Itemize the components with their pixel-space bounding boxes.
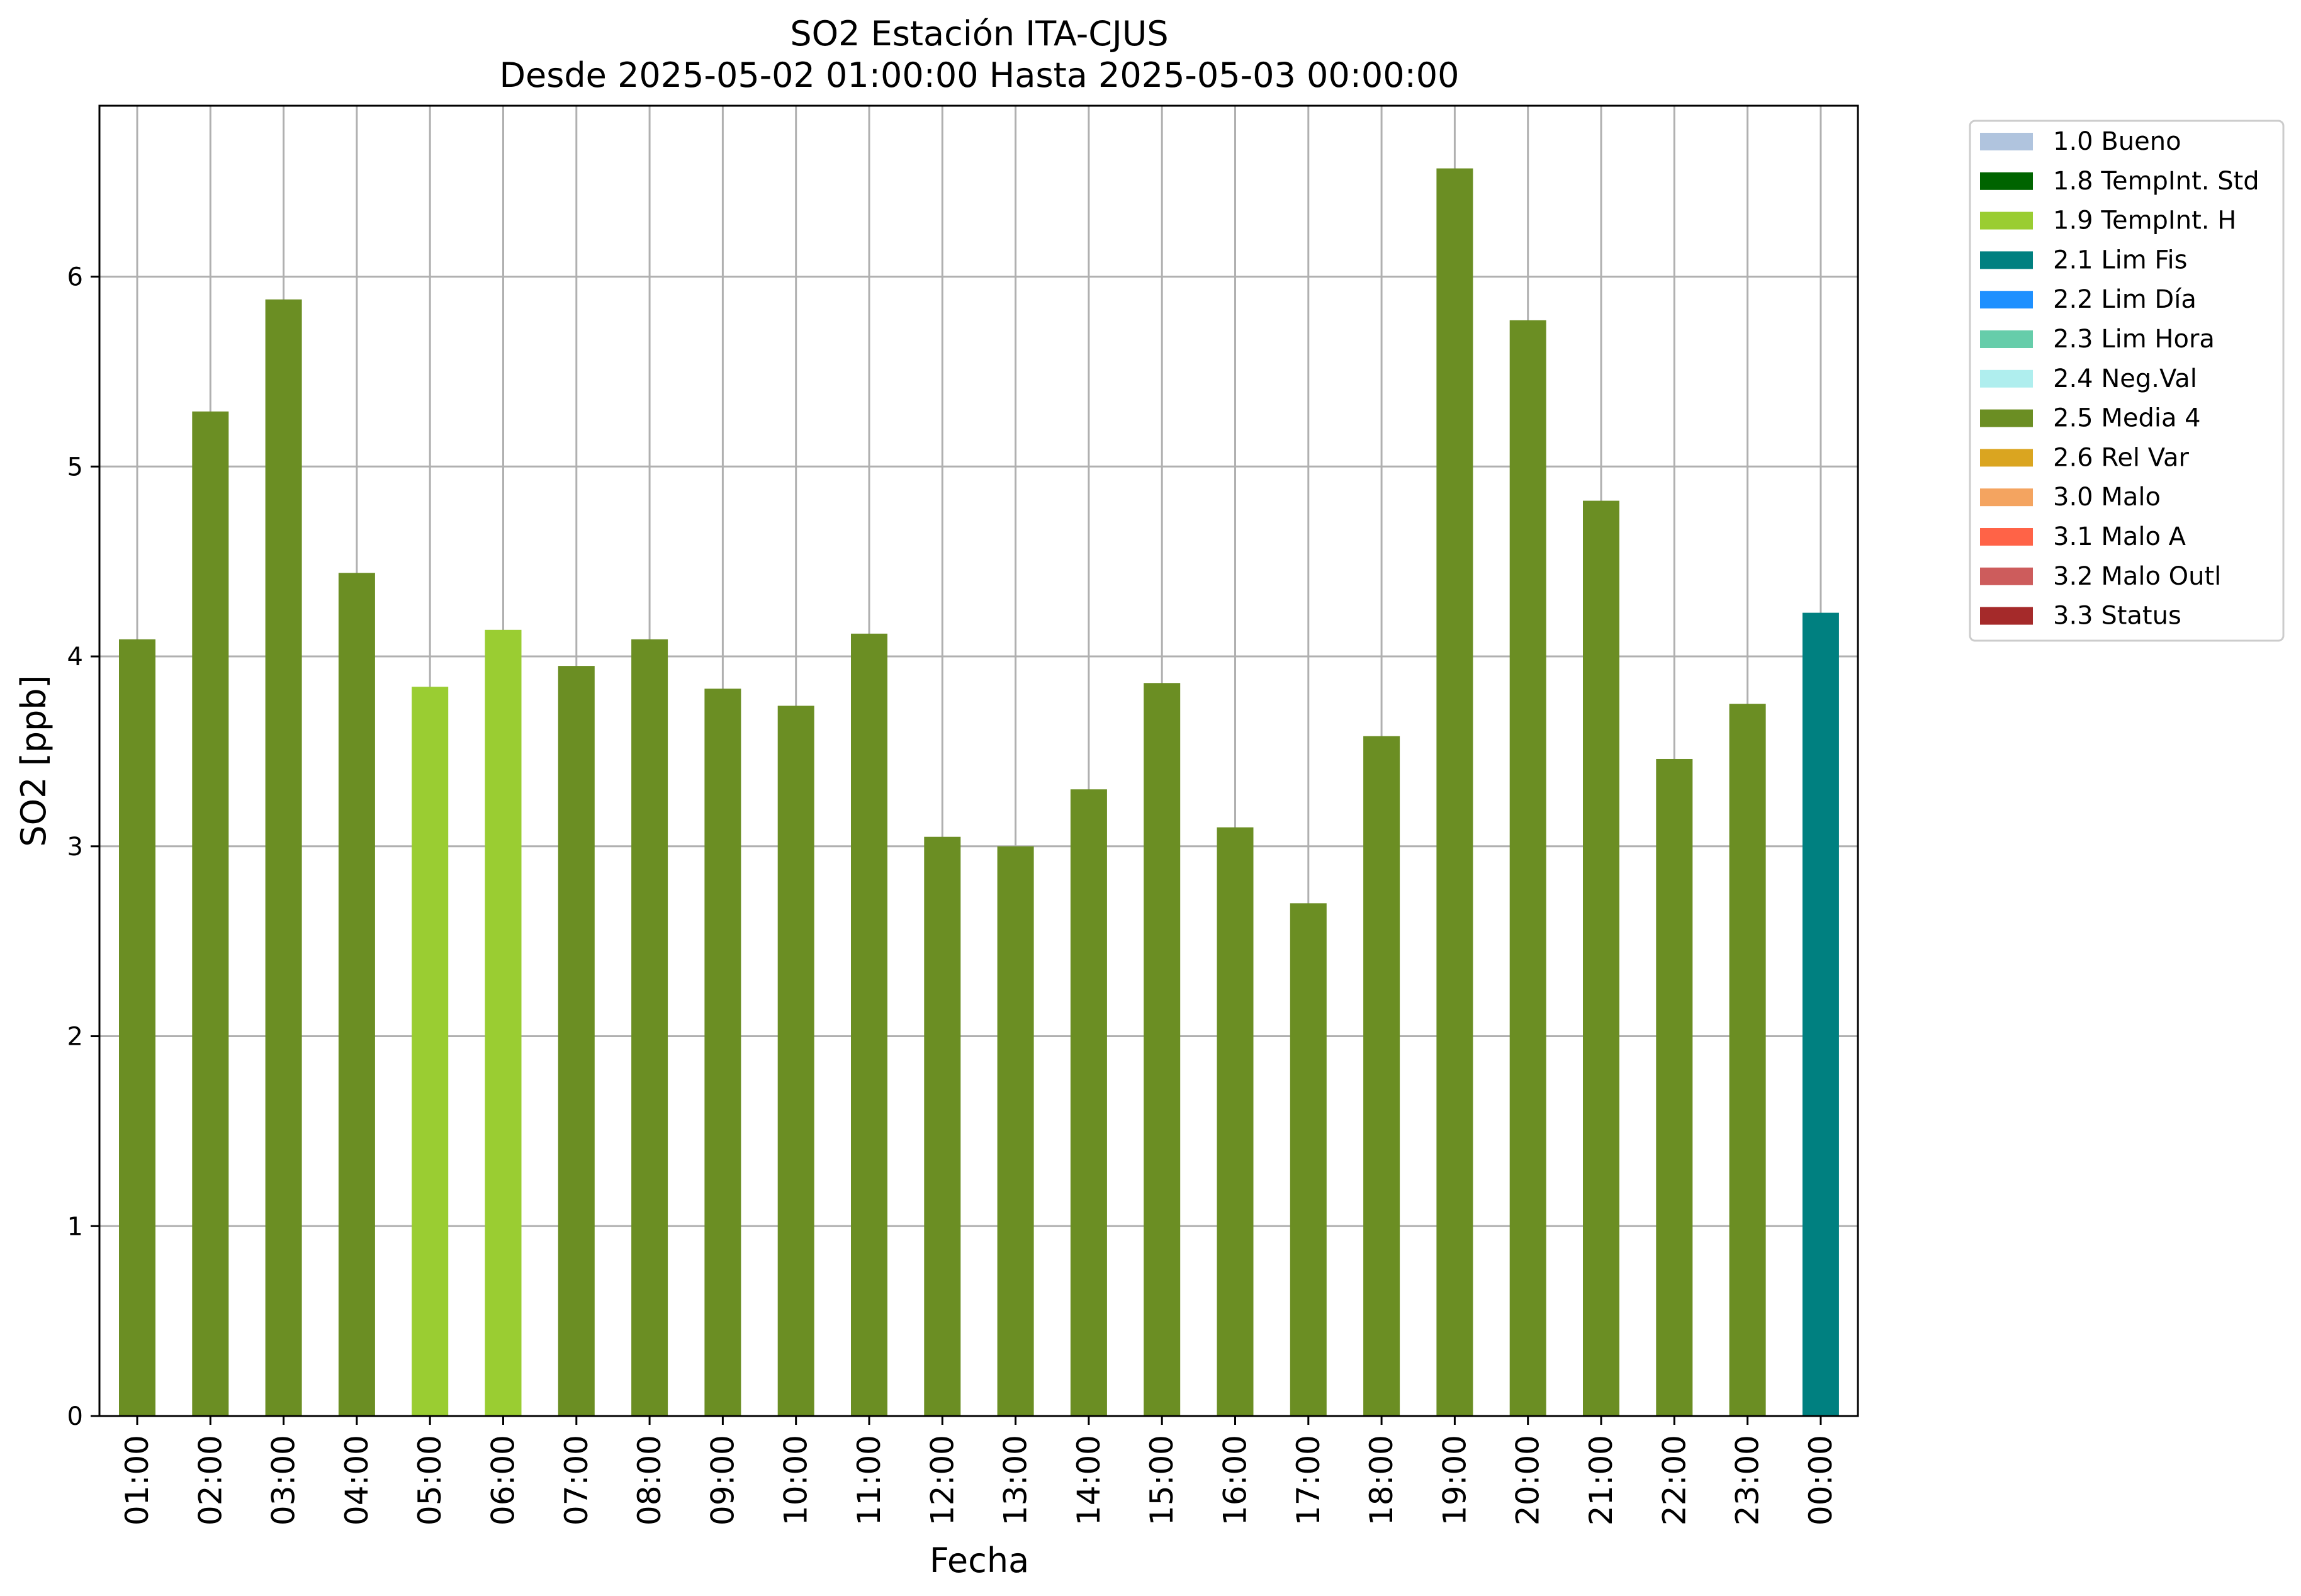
x-tick-label: 13:00 xyxy=(998,1435,1034,1526)
y-tick-label: 1 xyxy=(67,1212,83,1241)
x-tick-label: 02:00 xyxy=(192,1435,228,1526)
bar-13:00 xyxy=(997,846,1034,1416)
legend-swatch xyxy=(1980,488,2033,507)
plot-frame xyxy=(98,104,1859,1417)
bars xyxy=(119,168,1839,1417)
legend-swatch xyxy=(1980,607,2033,625)
x-tick-label: 06:00 xyxy=(485,1435,522,1526)
bar-16:00 xyxy=(1217,827,1254,1416)
legend-swatch xyxy=(1980,330,2033,348)
x-tick-label: 16:00 xyxy=(1217,1435,1254,1526)
x-tick-label: 01:00 xyxy=(119,1435,155,1526)
x-tick-label: 19:00 xyxy=(1436,1435,1473,1526)
legend-swatch xyxy=(1980,567,2033,585)
legend-swatch xyxy=(1980,133,2033,150)
bar-02:00 xyxy=(192,411,229,1416)
x-tick-label: 21:00 xyxy=(1583,1435,1619,1526)
bar-19:00 xyxy=(1436,168,1473,1416)
x-tick-label: 12:00 xyxy=(924,1435,960,1526)
y-tick-label: 6 xyxy=(67,263,83,292)
x-tick-label: 22:00 xyxy=(1656,1435,1692,1526)
bar-20:00 xyxy=(1509,320,1546,1416)
legend-label: 2.6 Rel Var xyxy=(2053,443,2190,472)
x-tick-label: 15:00 xyxy=(1144,1435,1180,1526)
bar-11:00 xyxy=(851,633,887,1417)
bar-09:00 xyxy=(704,688,741,1416)
legend-frame xyxy=(1969,120,2285,642)
y-tick-label: 4 xyxy=(67,643,83,672)
bar-04:00 xyxy=(338,573,375,1416)
y-tick-label: 0 xyxy=(67,1402,83,1431)
x-tick-label: 04:00 xyxy=(339,1435,375,1526)
chart-title: SO2 Estación ITA-CJUS xyxy=(790,14,1168,53)
bar-08:00 xyxy=(631,639,668,1416)
bar-00:00 xyxy=(1802,612,1839,1416)
legend-label: 2.5 Media 4 xyxy=(2053,404,2201,433)
x-tick-label: 09:00 xyxy=(704,1435,741,1526)
chart-subtitle: Desde 2025-05-02 01:00:00 Hasta 2025-05-… xyxy=(499,55,1459,95)
bar-03:00 xyxy=(265,299,302,1416)
y-tick-label: 3 xyxy=(67,833,83,862)
y-tick-label: 2 xyxy=(67,1023,83,1052)
bar-15:00 xyxy=(1144,683,1181,1416)
legend-swatch xyxy=(1980,211,2033,230)
legend-swatch xyxy=(1980,251,2033,269)
x-tick-label: 18:00 xyxy=(1363,1435,1400,1526)
x-tick-label: 03:00 xyxy=(266,1435,302,1526)
x-tick-label: 14:00 xyxy=(1071,1435,1107,1526)
legend-label: 3.3 Status xyxy=(2053,602,2181,631)
legend-label: 2.1 Lim Fis xyxy=(2053,245,2187,274)
legend-swatch xyxy=(1980,172,2033,190)
bar-21:00 xyxy=(1583,500,1619,1416)
bar-22:00 xyxy=(1656,758,1693,1416)
bar-10:00 xyxy=(777,705,814,1416)
bar-14:00 xyxy=(1070,789,1107,1416)
y-ticks: 0 1 2 3 4 5 6 xyxy=(67,263,99,1431)
x-tick-label: 20:00 xyxy=(1510,1435,1546,1526)
bar-18:00 xyxy=(1363,736,1400,1416)
x-tick-label: 07:00 xyxy=(558,1435,595,1526)
legend-label: 2.3 Lim Hora xyxy=(2053,325,2215,354)
bar-05:00 xyxy=(412,687,449,1416)
x-tick-label: 00:00 xyxy=(1803,1435,1839,1526)
legend-label: 2.2 Lim Día xyxy=(2053,285,2197,314)
legend-swatch xyxy=(1980,409,2033,427)
x-tick-label: 05:00 xyxy=(412,1435,448,1526)
legend-label: 3.0 Malo xyxy=(2053,483,2161,512)
legend-label: 1.9 TempInt. H xyxy=(2053,206,2236,235)
x-axis-label: Fecha xyxy=(930,1541,1029,1580)
x-tick-label: 11:00 xyxy=(851,1435,887,1526)
legend-swatch xyxy=(1980,369,2033,388)
legend-swatch xyxy=(1980,449,2033,467)
y-axis-label: SO2 [ppb] xyxy=(14,675,53,846)
bar-23:00 xyxy=(1729,704,1766,1416)
x-tick-label: 08:00 xyxy=(631,1435,668,1526)
x-tick-label: 17:00 xyxy=(1290,1435,1327,1526)
legend: 1.0 Bueno 1.8 TempInt. Std 1.9 TempInt. H 2… xyxy=(1969,120,2285,642)
legend-label: 1.0 Bueno xyxy=(2053,127,2181,156)
bar-01:00 xyxy=(119,639,155,1416)
legend-label: 1.8 TempInt. Std xyxy=(2053,167,2259,196)
legend-label: 3.2 Malo Outl xyxy=(2053,562,2221,591)
bar-06:00 xyxy=(485,629,522,1416)
legend-label: 2.4 Neg.Val xyxy=(2053,364,2197,393)
x-ticks: 01:00 02:00 03:00 04:00 05:00 06:00 07:00 08:00… xyxy=(119,1416,1839,1526)
x-tick-label: 10:00 xyxy=(778,1435,814,1526)
bar-17:00 xyxy=(1290,903,1327,1416)
legend-swatch xyxy=(1980,291,2033,309)
bar-12:00 xyxy=(924,836,961,1416)
legend-label: 3.1 Malo A xyxy=(2053,522,2186,551)
x-tick-label: 23:00 xyxy=(1730,1435,1766,1526)
bar-07:00 xyxy=(558,666,595,1416)
legend-swatch xyxy=(1980,528,2033,546)
y-tick-label: 5 xyxy=(67,452,83,481)
